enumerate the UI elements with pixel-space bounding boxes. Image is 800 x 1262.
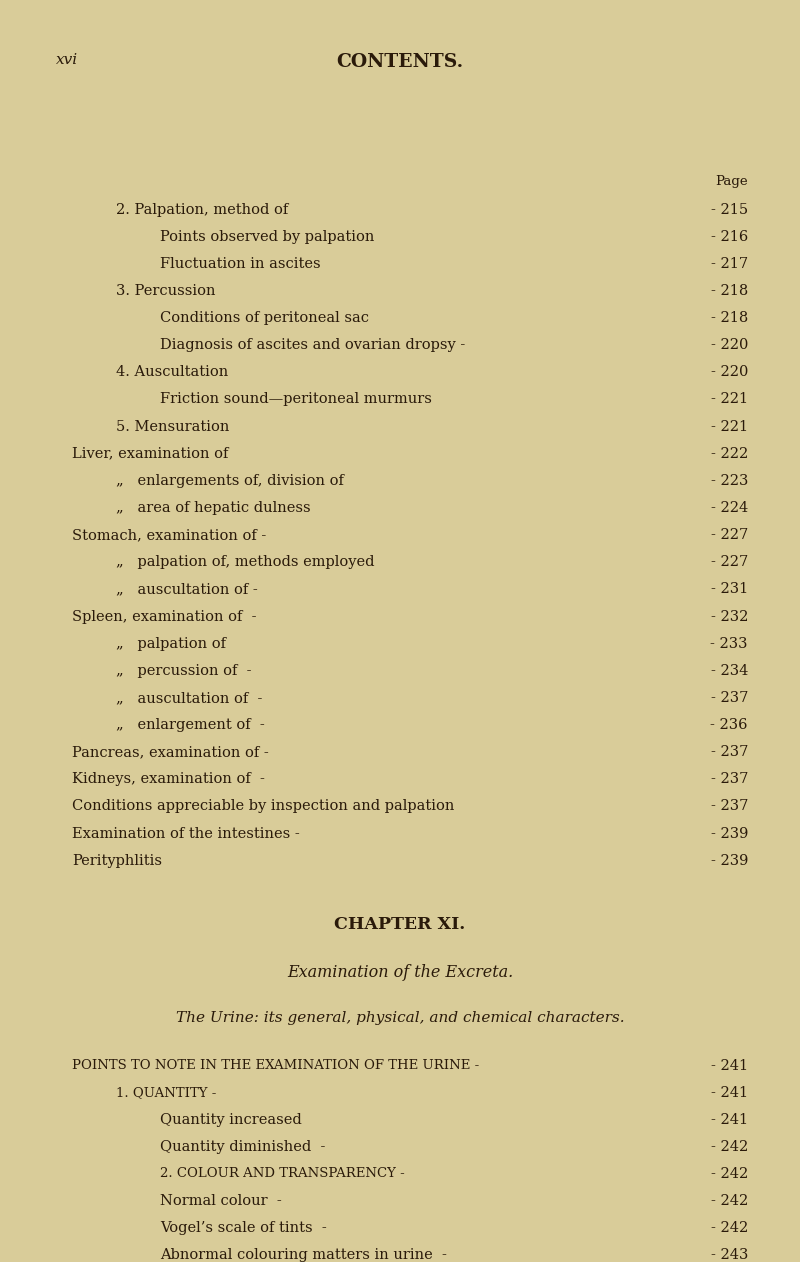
Text: - 242: - 242 bbox=[710, 1167, 748, 1181]
Text: 2. Palpation, method of: 2. Palpation, method of bbox=[116, 202, 288, 217]
Text: - 241: - 241 bbox=[711, 1085, 748, 1099]
Text: Normal colour  -: Normal colour - bbox=[160, 1194, 282, 1208]
Text: - 242: - 242 bbox=[710, 1194, 748, 1208]
Text: - 221: - 221 bbox=[711, 392, 748, 406]
Text: - 232: - 232 bbox=[710, 610, 748, 623]
Text: „   percussion of  -: „ percussion of - bbox=[116, 664, 251, 678]
Text: - 239: - 239 bbox=[710, 827, 748, 840]
Text: POINTS TO NOTE IN THE EXAMINATION OF THE URINE -: POINTS TO NOTE IN THE EXAMINATION OF THE… bbox=[72, 1059, 479, 1071]
Text: - 241: - 241 bbox=[711, 1113, 748, 1127]
Text: - 227: - 227 bbox=[710, 555, 748, 569]
Text: - 241: - 241 bbox=[711, 1059, 748, 1073]
Text: - 243: - 243 bbox=[710, 1248, 748, 1262]
Text: Points observed by palpation: Points observed by palpation bbox=[160, 230, 374, 244]
Text: „   enlargements of, division of: „ enlargements of, division of bbox=[116, 473, 344, 488]
Text: 5. Mensuration: 5. Mensuration bbox=[116, 419, 230, 434]
Text: „   area of hepatic dulness: „ area of hepatic dulness bbox=[116, 501, 310, 515]
Text: - 242: - 242 bbox=[710, 1222, 748, 1235]
Text: - 220: - 220 bbox=[710, 338, 748, 352]
Text: CHAPTER XI.: CHAPTER XI. bbox=[334, 916, 466, 933]
Text: 4. Auscultation: 4. Auscultation bbox=[116, 365, 228, 380]
Text: „   palpation of, methods employed: „ palpation of, methods employed bbox=[116, 555, 374, 569]
Text: - 216: - 216 bbox=[710, 230, 748, 244]
Text: - 234: - 234 bbox=[710, 664, 748, 678]
Text: „   auscultation of  -: „ auscultation of - bbox=[116, 690, 262, 705]
Text: - 222: - 222 bbox=[710, 447, 748, 461]
Text: 2. COLOUR AND TRANSPARENCY -: 2. COLOUR AND TRANSPARENCY - bbox=[160, 1167, 405, 1180]
Text: Kidneys, examination of  -: Kidneys, examination of - bbox=[72, 772, 265, 786]
Text: Diagnosis of ascites and ovarian dropsy -: Diagnosis of ascites and ovarian dropsy … bbox=[160, 338, 466, 352]
Text: - 221: - 221 bbox=[711, 419, 748, 434]
Text: - 242: - 242 bbox=[710, 1140, 748, 1153]
Text: CONTENTS.: CONTENTS. bbox=[337, 53, 463, 71]
Text: „   palpation of: „ palpation of bbox=[116, 636, 226, 651]
Text: Friction sound—peritoneal murmurs: Friction sound—peritoneal murmurs bbox=[160, 392, 432, 406]
Text: Vogel’s scale of tints  -: Vogel’s scale of tints - bbox=[160, 1222, 326, 1235]
Text: Stomach, examination of -: Stomach, examination of - bbox=[72, 528, 266, 543]
Text: Quantity increased: Quantity increased bbox=[160, 1113, 302, 1127]
Text: Quantity diminished  -: Quantity diminished - bbox=[160, 1140, 326, 1153]
Text: The Urine: its general, physical, and chemical characters.: The Urine: its general, physical, and ch… bbox=[176, 1011, 624, 1025]
Text: „   auscultation of -: „ auscultation of - bbox=[116, 582, 258, 597]
Text: Abnormal colouring matters in urine  -: Abnormal colouring matters in urine - bbox=[160, 1248, 447, 1262]
Text: Examination of the Excreta.: Examination of the Excreta. bbox=[287, 964, 513, 981]
Text: - 233: - 233 bbox=[710, 636, 748, 651]
Text: Examination of the intestines -: Examination of the intestines - bbox=[72, 827, 300, 840]
Text: Liver, examination of: Liver, examination of bbox=[72, 447, 228, 461]
Text: 1. QUANTITY -: 1. QUANTITY - bbox=[116, 1085, 216, 1099]
Text: - 224: - 224 bbox=[710, 501, 748, 515]
Text: Pancreas, examination of -: Pancreas, examination of - bbox=[72, 745, 269, 760]
Text: „   enlargement of  -: „ enlargement of - bbox=[116, 718, 265, 732]
Text: - 239: - 239 bbox=[710, 853, 748, 868]
Text: Page: Page bbox=[715, 175, 748, 188]
Text: - 223: - 223 bbox=[710, 473, 748, 488]
Text: - 218: - 218 bbox=[710, 284, 748, 298]
Text: - 237: - 237 bbox=[710, 745, 748, 760]
Text: xvi: xvi bbox=[56, 53, 78, 67]
Text: 3. Percussion: 3. Percussion bbox=[116, 284, 215, 298]
Text: - 237: - 237 bbox=[710, 772, 748, 786]
Text: - 237: - 237 bbox=[710, 690, 748, 705]
Text: - 227: - 227 bbox=[710, 528, 748, 543]
Text: Conditions appreciable by inspection and palpation: Conditions appreciable by inspection and… bbox=[72, 799, 454, 814]
Text: Conditions of peritoneal sac: Conditions of peritoneal sac bbox=[160, 310, 369, 326]
Text: Spleen, examination of  -: Spleen, examination of - bbox=[72, 610, 257, 623]
Text: Perityphlitis: Perityphlitis bbox=[72, 853, 162, 868]
Text: - 220: - 220 bbox=[710, 365, 748, 380]
Text: - 237: - 237 bbox=[710, 799, 748, 814]
Text: - 231: - 231 bbox=[710, 582, 748, 597]
Text: - 217: - 217 bbox=[711, 256, 748, 271]
Text: - 215: - 215 bbox=[711, 202, 748, 217]
Text: - 236: - 236 bbox=[710, 718, 748, 732]
Text: - 218: - 218 bbox=[710, 310, 748, 326]
Text: Fluctuation in ascites: Fluctuation in ascites bbox=[160, 256, 321, 271]
